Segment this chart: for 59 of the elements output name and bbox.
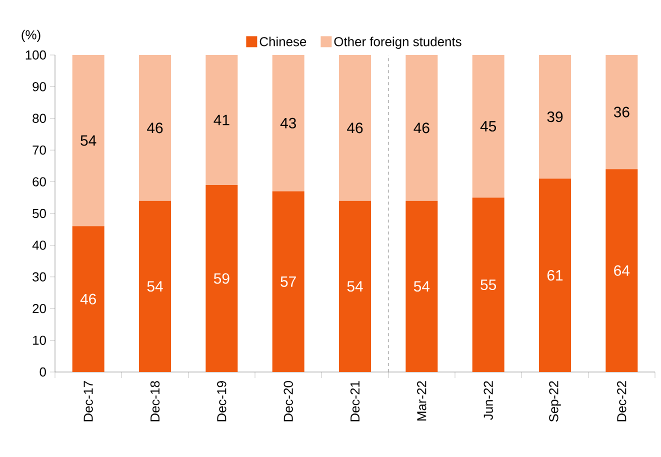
- bar: [72, 54, 104, 226]
- bar: [472, 198, 504, 372]
- data-label: 59: [214, 273, 230, 284]
- x-tick-label: Sep-22: [549, 381, 561, 422]
- bar: [339, 54, 371, 201]
- data-label: 57: [280, 276, 296, 287]
- data-label: 46: [414, 122, 430, 134]
- data-label: 54: [347, 281, 363, 292]
- y-tick-label: 70: [32, 146, 46, 155]
- bar: [606, 169, 638, 372]
- bar: [206, 184, 238, 372]
- data-label: 36: [614, 106, 630, 118]
- x-tick-label: Dec-19: [217, 381, 226, 422]
- bar: [72, 226, 104, 372]
- y-tick-label: 90: [32, 82, 46, 92]
- x-tick-label: Jun-22: [484, 381, 493, 420]
- y-tick-label: 30: [32, 272, 46, 282]
- x-tick-label: Dec-22: [617, 381, 626, 422]
- y-axis-title: (%): [22, 30, 40, 42]
- data-label: 55: [480, 280, 496, 290]
- y-tick-label: 80: [32, 114, 46, 123]
- bar: [539, 54, 571, 179]
- bar: [206, 54, 238, 185]
- bar: [139, 54, 171, 201]
- bar: [406, 200, 438, 372]
- data-label: 54: [80, 135, 96, 146]
- legend-label: Chinese: [260, 36, 306, 46]
- y-tick-label: 20: [32, 304, 46, 314]
- y-tick-label: 10: [33, 336, 46, 345]
- data-label: 54: [147, 281, 163, 292]
- data-label: 46: [147, 122, 163, 134]
- y-tick-label: 40: [32, 240, 46, 250]
- bar: [339, 200, 371, 372]
- data-label: 41: [214, 114, 230, 126]
- bar: [539, 178, 571, 372]
- y-tick-label: 60: [32, 177, 46, 186]
- bar: [139, 200, 171, 372]
- data-label: 46: [80, 294, 96, 304]
- bar: [606, 54, 638, 170]
- x-tick-label: Dec-17: [84, 381, 93, 422]
- data-label: 54: [414, 281, 430, 292]
- bar: [272, 191, 304, 372]
- bar: [406, 54, 438, 201]
- y-tick-label: 0: [40, 367, 46, 377]
- data-label: 43: [280, 118, 296, 128]
- x-tick-label: Dec-20: [284, 381, 293, 422]
- x-tick-label: Dec-18: [150, 381, 160, 422]
- bar: [472, 54, 504, 198]
- x-tick-label: Dec-21: [350, 381, 360, 422]
- y-tick-label: 50: [32, 208, 46, 218]
- x-tick-label: Mar-22: [417, 381, 426, 420]
- data-label: 45: [480, 121, 496, 132]
- data-label: 61: [547, 270, 563, 281]
- data-label: 64: [614, 265, 630, 276]
- bar: [272, 54, 304, 192]
- legend-label: Other foreign students: [334, 36, 462, 49]
- data-label: 39: [547, 112, 563, 122]
- data-label: 46: [347, 122, 363, 134]
- y-tick-label: 100: [26, 50, 46, 60]
